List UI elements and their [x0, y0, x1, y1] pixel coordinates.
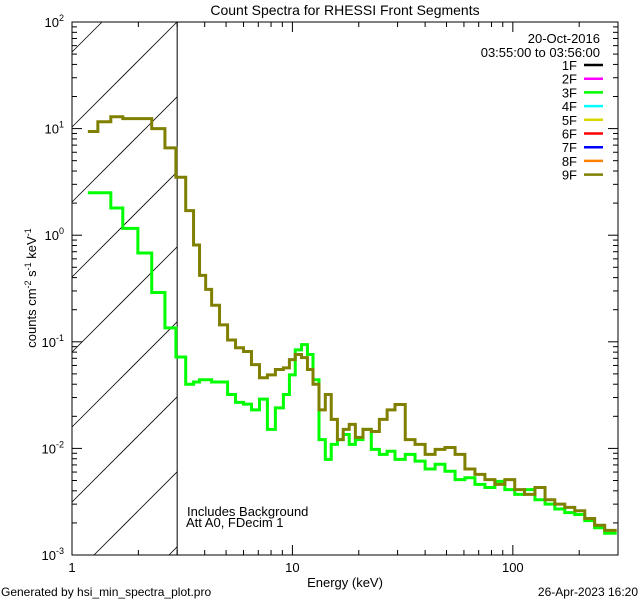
y-tick-label: 101	[45, 120, 64, 137]
annotation-background: Includes Background	[187, 504, 308, 519]
y-axis-label-exponent: -1	[23, 262, 33, 270]
hatch-line	[71, 96, 178, 203]
hatch-line	[93, 471, 178, 556]
footer-timestamp: 26-Apr-2023 16:20	[538, 585, 638, 599]
footer-generated-by: Generated by hsi_min_spectra_plot.pro	[1, 585, 211, 599]
legend-label-3F: 3F	[562, 85, 577, 100]
hatched-region	[71, 21, 178, 556]
plot-frame	[71, 21, 619, 556]
series-lines	[87, 115, 617, 535]
chart-title: Count Spectra for RHESSI Front Segments	[210, 2, 479, 18]
date-label: 20-Oct-2016	[528, 31, 600, 46]
legend-label-6F: 6F	[562, 127, 577, 142]
annotation-attenuator: Att A0, FDecim 1	[186, 515, 284, 530]
legend-label-8F: 8F	[562, 154, 577, 169]
x-tick-label: 10	[285, 560, 299, 575]
series-9F	[87, 115, 617, 532]
legend-label-4F: 4F	[562, 99, 577, 114]
y-tick-label: 10-1	[42, 333, 64, 350]
y-axis-label-part: s	[24, 270, 39, 281]
hatch-line	[71, 171, 178, 278]
legend-label-7F: 7F	[562, 140, 577, 155]
hatch-line	[71, 396, 178, 503]
x-axis-label: Energy (keV)	[307, 575, 383, 590]
legend-label-5F: 5F	[562, 113, 577, 128]
x-tick-label: 1	[68, 560, 75, 575]
y-tick-label: 10-3	[42, 546, 64, 563]
hatch-line	[71, 21, 103, 53]
y-tick-label: 102	[45, 13, 64, 30]
x-tick-labels: 1 10 100	[68, 560, 523, 575]
hatch-line	[71, 321, 178, 428]
axis-ticks	[71, 22, 619, 556]
hatch-line	[71, 21, 178, 128]
y-axis-label-part: counts cm	[24, 288, 39, 347]
y-axis-label-part: keV	[24, 236, 39, 262]
y-axis-label: counts cm-2 s-1 keV-1	[23, 228, 39, 347]
legend-label-1F: 1F	[562, 58, 577, 73]
y-tick-label: 10-2	[42, 439, 64, 456]
legend-label-9F: 9F	[562, 168, 577, 183]
legend-label-2F: 2F	[562, 72, 577, 87]
hatch-line	[168, 546, 178, 556]
time-range-label: 03:55:00 to 03:56:00	[481, 45, 600, 60]
y-axis-label-exponent: -1	[23, 228, 33, 236]
x-tick-label: 100	[502, 560, 524, 575]
hatch-line	[71, 246, 178, 353]
y-tick-label: 100	[45, 226, 64, 243]
y-tick-labels: 102 101 100 10-1 10-2 10-3	[42, 13, 64, 563]
y-axis-label-exponent: -2	[23, 280, 33, 288]
